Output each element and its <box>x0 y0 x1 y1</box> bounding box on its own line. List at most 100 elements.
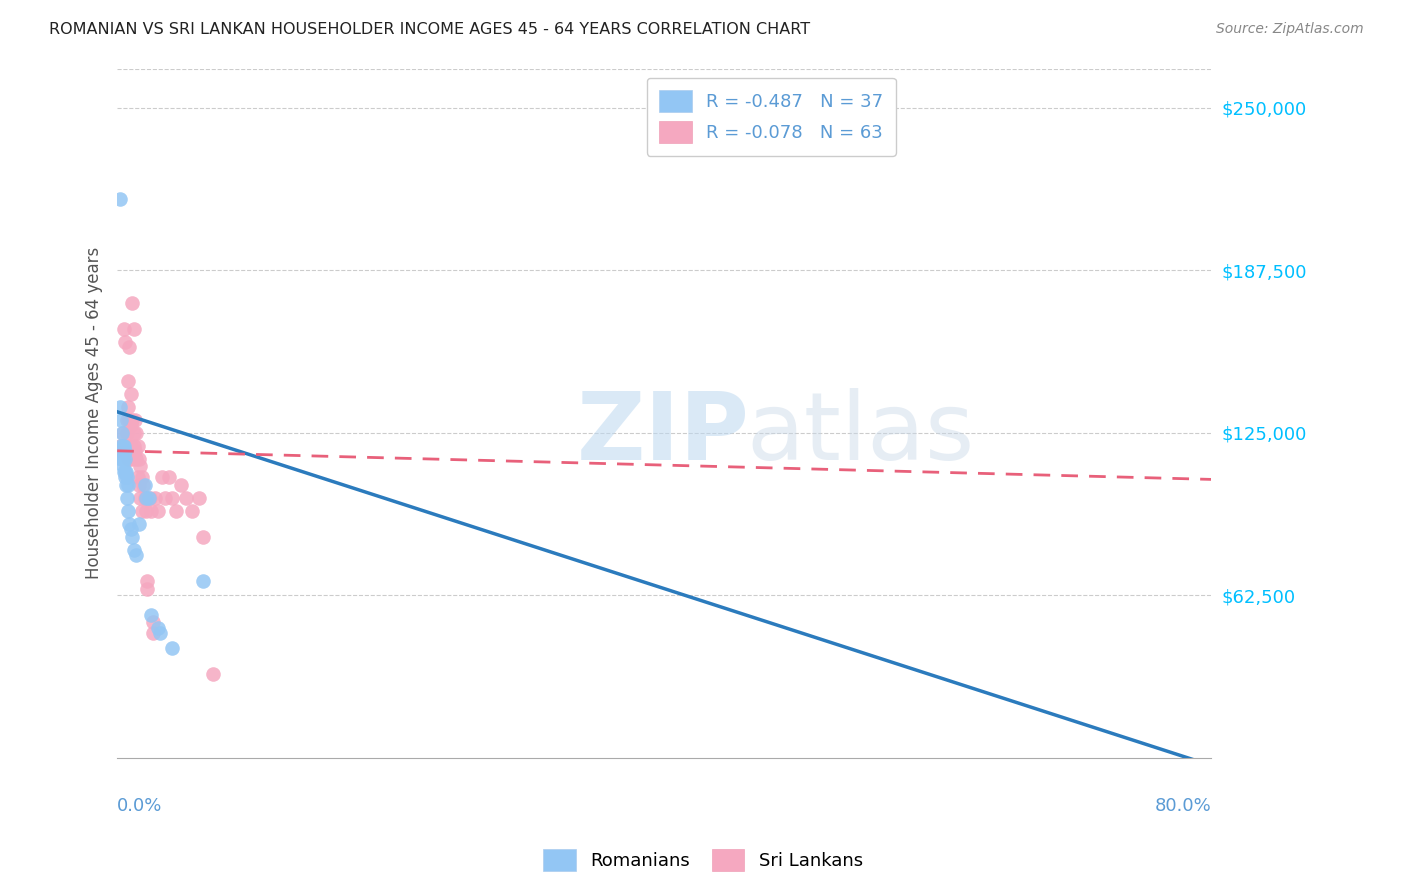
Point <box>120 386 142 401</box>
Point <box>122 321 145 335</box>
Point <box>110 443 132 458</box>
Point <box>114 451 136 466</box>
Point <box>122 542 145 557</box>
Point <box>114 334 136 349</box>
Point <box>153 491 176 505</box>
Point <box>117 439 139 453</box>
Point <box>121 443 143 458</box>
Point <box>128 477 150 491</box>
Point <box>125 451 148 466</box>
Point <box>141 503 163 517</box>
Point <box>121 451 143 466</box>
Point <box>108 439 131 453</box>
Point <box>148 621 170 635</box>
Point <box>174 491 197 505</box>
Point <box>122 439 145 453</box>
Point <box>112 459 135 474</box>
Point <box>115 465 138 479</box>
Point <box>112 439 135 453</box>
Point <box>120 417 142 432</box>
Text: Source: ZipAtlas.com: Source: ZipAtlas.com <box>1216 22 1364 37</box>
Point <box>118 340 141 354</box>
Point <box>124 443 146 458</box>
Point <box>111 439 134 453</box>
Point <box>111 439 134 453</box>
Point <box>134 477 156 491</box>
Point <box>201 667 224 681</box>
Point <box>136 574 159 588</box>
Point <box>165 503 187 517</box>
Point <box>115 412 138 426</box>
Point <box>129 491 152 505</box>
Point <box>124 412 146 426</box>
Point <box>127 470 149 484</box>
Point <box>114 443 136 458</box>
Point <box>193 574 215 588</box>
Text: 0.0%: 0.0% <box>117 797 163 814</box>
Point <box>150 470 173 484</box>
Point <box>115 477 138 491</box>
Point <box>118 412 141 426</box>
Point <box>117 451 139 466</box>
Point <box>138 491 160 505</box>
Point <box>136 582 159 596</box>
Point <box>141 607 163 622</box>
Point <box>115 491 138 505</box>
Point <box>145 491 167 505</box>
Point <box>111 425 134 440</box>
Legend: Romanians, Sri Lankans: Romanians, Sri Lankans <box>536 842 870 879</box>
Point <box>135 491 157 505</box>
Point <box>160 641 183 656</box>
Point <box>131 470 153 484</box>
Point <box>112 465 135 479</box>
Point <box>149 625 172 640</box>
Point <box>118 439 141 453</box>
Point <box>111 425 134 440</box>
Point <box>193 530 215 544</box>
Point <box>132 477 155 491</box>
Point <box>121 295 143 310</box>
Point <box>117 503 139 517</box>
Point <box>122 425 145 440</box>
Point <box>117 374 139 388</box>
Point <box>142 625 165 640</box>
Point <box>170 477 193 491</box>
Point <box>142 615 165 630</box>
Point <box>131 503 153 517</box>
Point <box>128 451 150 466</box>
Point <box>117 400 139 414</box>
Point <box>112 321 135 335</box>
Point <box>135 503 157 517</box>
Point <box>129 459 152 474</box>
Point <box>112 451 135 466</box>
Point <box>120 439 142 453</box>
Point <box>108 192 131 206</box>
Point <box>139 491 162 505</box>
Point <box>188 491 211 505</box>
Point <box>181 503 204 517</box>
Point <box>118 451 141 466</box>
Point <box>121 412 143 426</box>
Point <box>127 439 149 453</box>
Text: ZIP: ZIP <box>576 388 749 480</box>
Point <box>114 443 136 458</box>
Point <box>114 465 136 479</box>
Point <box>120 522 142 536</box>
Text: atlas: atlas <box>747 388 974 480</box>
Point <box>114 470 136 484</box>
Point <box>125 548 148 562</box>
Point <box>108 400 131 414</box>
Point <box>148 503 170 517</box>
Legend: R = -0.487   N = 37, R = -0.078   N = 63: R = -0.487 N = 37, R = -0.078 N = 63 <box>647 78 896 156</box>
Point <box>115 470 138 484</box>
Point <box>134 491 156 505</box>
Point <box>110 439 132 453</box>
Point <box>157 470 180 484</box>
Point <box>115 425 138 440</box>
Text: 80.0%: 80.0% <box>1154 797 1212 814</box>
Point <box>115 439 138 453</box>
Point <box>121 530 143 544</box>
Point <box>110 451 132 466</box>
Point <box>112 439 135 453</box>
Point <box>110 412 132 426</box>
